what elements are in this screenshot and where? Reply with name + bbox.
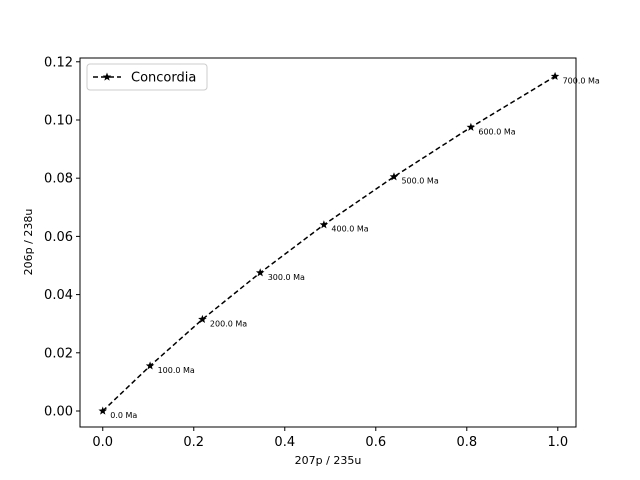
age-label: 200.0 Ma: [210, 319, 247, 328]
y-tick-label: 0.02: [44, 346, 73, 361]
legend-label: Concordia: [131, 71, 196, 86]
concordia-line: [102, 75, 556, 412]
legend: Concordia: [86, 63, 208, 91]
plot-frame: [79, 57, 577, 428]
concordia-point: [466, 122, 476, 131]
y-tick-label: 0.04: [44, 288, 73, 303]
y-axis-label: 206p / 238u: [22, 209, 35, 276]
series-layer: [98, 71, 560, 415]
y-tick-label: 0.08: [44, 172, 73, 187]
concordia-point: [98, 406, 108, 415]
concordia-point: [389, 172, 399, 181]
x-tick-label: 0.8: [456, 435, 477, 450]
concordia-point: [198, 314, 207, 323]
point-label-layer: 0.0 Ma 100.0 Ma 200.0 Ma 300.0 Ma 400.0 Ma 50…: [110, 76, 600, 420]
x-axis-label: 207p / 235u: [295, 454, 362, 467]
y-axis-ticks: 0.00 0.02 0.04 0.06 0.08 0.10 0.12: [44, 55, 80, 419]
y-tick-label: 0.12: [44, 55, 73, 70]
x-tick-label: 1.0: [547, 435, 568, 450]
concordia-point: [319, 220, 329, 229]
x-tick-label: 0.4: [274, 435, 295, 450]
age-label: 700.0 Ma: [563, 76, 600, 85]
x-tick-label: 0.2: [183, 435, 204, 450]
concordia-point: [550, 71, 560, 80]
age-label: 500.0 Ma: [401, 177, 438, 186]
age-label: 100.0 Ma: [158, 366, 195, 375]
legend-star-marker: [102, 72, 112, 81]
y-tick-label: 0.00: [44, 404, 73, 419]
age-label: 0.0 Ma: [110, 411, 137, 420]
x-axis-ticks: 0.0 0.2 0.4 0.6 0.8 1.0: [92, 427, 568, 450]
y-tick-label: 0.10: [44, 113, 73, 128]
age-label: 400.0 Ma: [331, 225, 368, 234]
concordia-point: [255, 268, 265, 277]
x-tick-label: 0.6: [365, 435, 386, 450]
legend-box: [86, 63, 208, 91]
y-tick-label: 0.06: [44, 230, 73, 245]
x-tick-label: 0.0: [92, 435, 113, 450]
plot-area: [80, 58, 576, 427]
age-label: 600.0 Ma: [478, 127, 515, 136]
concordia-point: [145, 361, 155, 370]
age-label: 300.0 Ma: [268, 273, 305, 282]
